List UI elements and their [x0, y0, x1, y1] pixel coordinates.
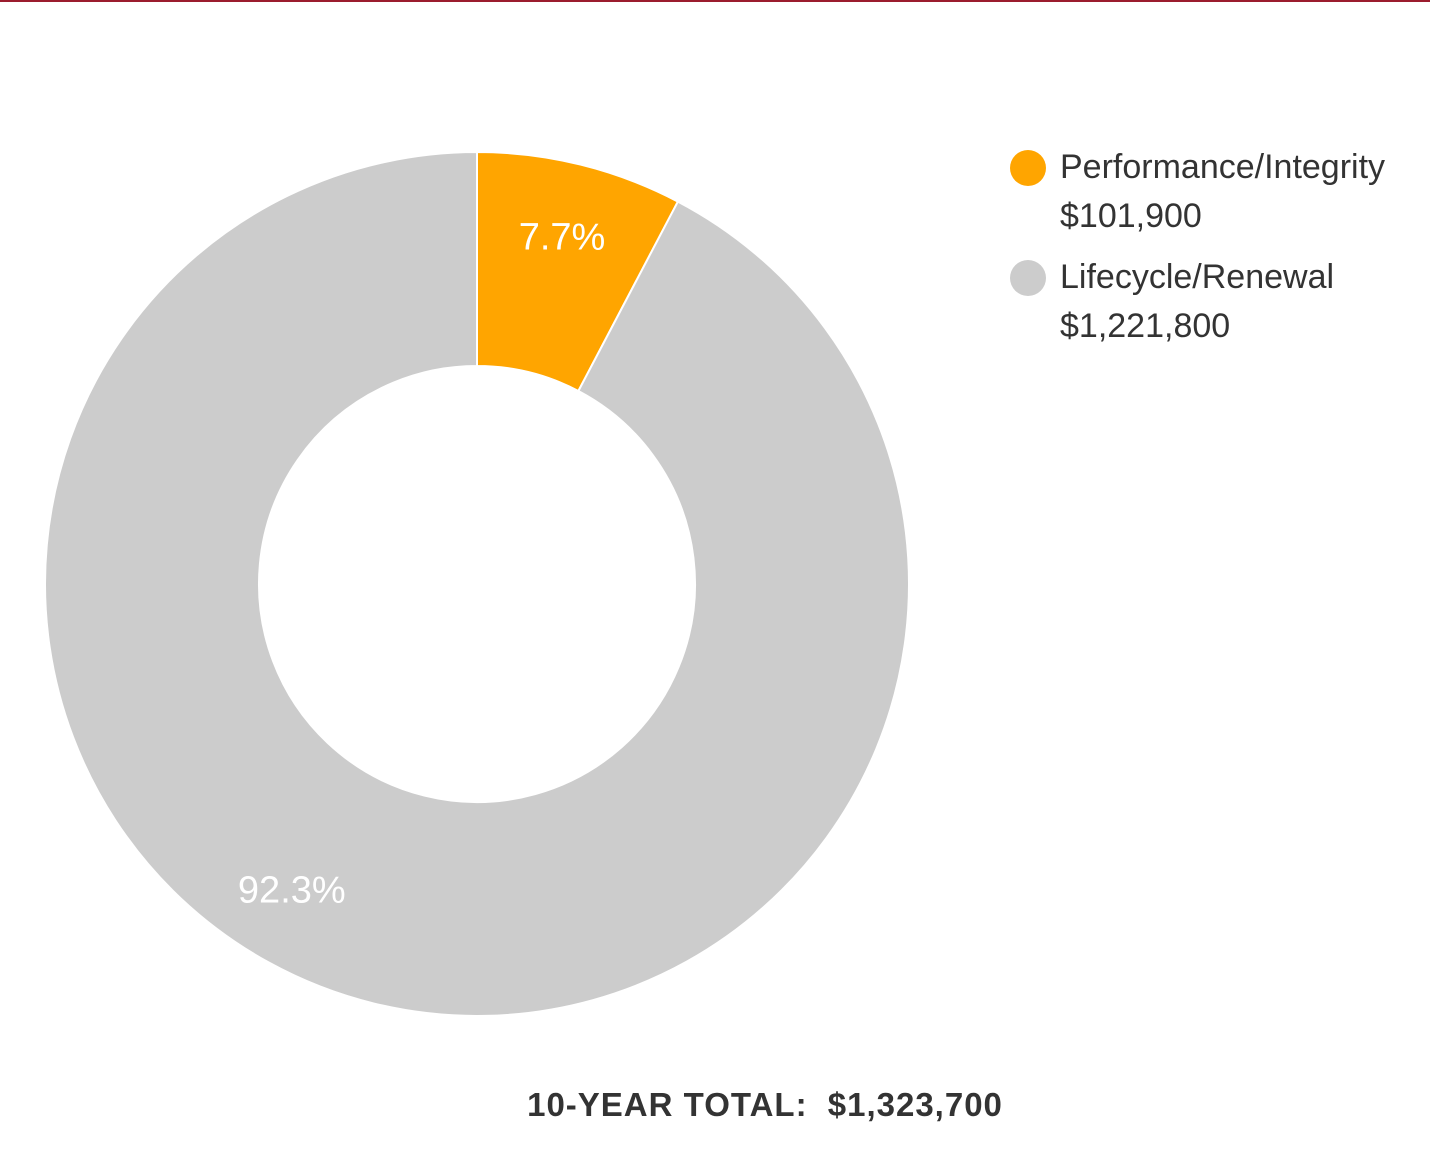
slice-label-performance-integrity: 7.7%: [519, 216, 606, 258]
legend-value: $1,221,800: [1060, 307, 1231, 345]
legend-swatch-lifecycle: [1010, 260, 1046, 296]
legend-label: Lifecycle/Renewal: [1060, 258, 1335, 296]
total-value: $1,323,700: [827, 1086, 1003, 1123]
top-accent-rule: [0, 0, 1430, 2]
legend-label: Performance/Integrity: [1060, 148, 1386, 186]
ten-year-total: 10-YEAR TOTAL: $1,323,700: [0, 1086, 1430, 1124]
total-label: 10-YEAR TOTAL:: [527, 1086, 808, 1123]
legend-item-performance[interactable]: Performance/Integrity $101,900: [1008, 142, 1418, 240]
legend-item-lifecycle[interactable]: Lifecycle/Renewal $1,221,800: [1008, 252, 1418, 350]
chart-legend: Performance/Integrity $101,900 Lifecycle…: [1008, 142, 1418, 362]
legend-value: $101,900: [1060, 197, 1202, 235]
slice-lifecycle-renewal[interactable]: [44, 150, 910, 1017]
slice-label-lifecycle-renewal: 92.3%: [238, 870, 346, 912]
legend-swatch-performance: [1010, 150, 1046, 186]
